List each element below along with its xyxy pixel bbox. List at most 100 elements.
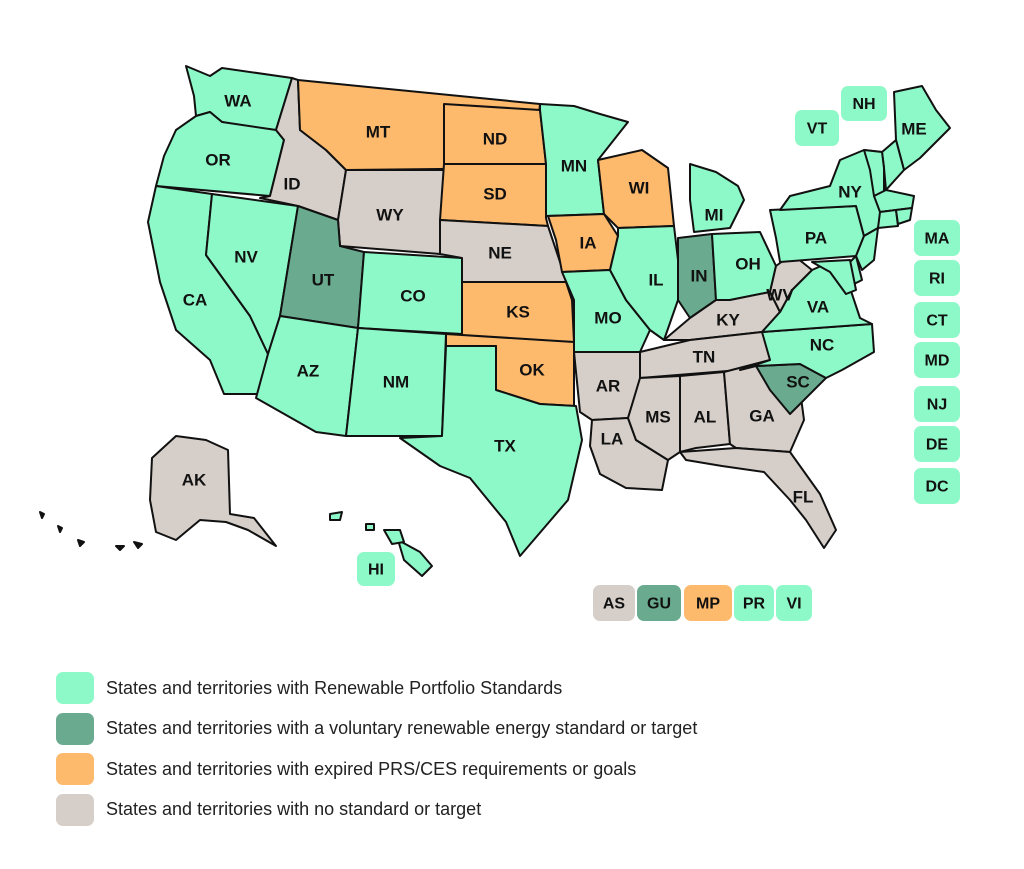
legend-swatch-voluntary <box>56 712 94 745</box>
state-label-pa: PA <box>805 229 827 248</box>
state-label-oh: OH <box>735 255 761 274</box>
island-7 <box>133 541 143 549</box>
state-label-wv: WV <box>766 286 794 305</box>
territory-pr[interactable]: PR <box>734 585 774 621</box>
legend-label-none: States and territories with no standard … <box>106 799 482 819</box>
state-nc[interactable] <box>739 323 875 379</box>
callout-de[interactable]: DE <box>914 426 960 462</box>
callout-label-de: DE <box>926 437 949 454</box>
territory-label-mp: MP <box>696 596 720 613</box>
legend-swatch-expired <box>56 753 94 785</box>
state-label-va: VA <box>807 298 829 317</box>
territory-vi[interactable]: VI <box>776 585 812 621</box>
state-label-co: CO <box>400 287 426 306</box>
callout-label-hi: HI <box>368 562 384 579</box>
state-label-ok: OK <box>519 361 545 380</box>
state-connecticut[interactable] <box>877 209 899 229</box>
state-label-tn: TN <box>693 348 716 367</box>
callout-ma[interactable]: MA <box>914 220 960 256</box>
island-3 <box>39 511 45 519</box>
callout-ct[interactable]: CT <box>914 302 960 338</box>
callout-box-vt <box>795 110 839 146</box>
state-sd[interactable] <box>439 163 549 227</box>
callout-md[interactable]: MD <box>914 342 960 378</box>
state-label-me: ME <box>901 120 927 139</box>
territory-box-mp <box>684 585 732 621</box>
callout-vt[interactable]: VT <box>795 110 839 146</box>
callout-label-md: MD <box>925 353 950 370</box>
territory-label-as: AS <box>603 596 626 613</box>
callout-box-de <box>914 426 960 462</box>
island-0 <box>329 511 343 521</box>
state-label-ar: AR <box>596 377 621 396</box>
state-label-or: OR <box>205 151 231 170</box>
territory-box-as <box>593 585 635 621</box>
callout-box-hi <box>357 552 395 586</box>
state-new-jersey[interactable] <box>855 227 879 271</box>
island-4 <box>57 525 63 533</box>
legend-label-rps: States and territories with Renewable Po… <box>106 677 563 698</box>
state-label-ms: MS <box>645 408 671 427</box>
state-ak[interactable] <box>149 435 277 547</box>
state-label-ga: GA <box>749 407 775 426</box>
state-fl[interactable] <box>679 447 837 549</box>
legend-swatch-none <box>56 793 94 826</box>
territory-as[interactable]: AS <box>593 585 635 621</box>
callout-box-ri <box>914 260 960 296</box>
territory-label-vi: VI <box>786 596 801 613</box>
state-wv[interactable] <box>769 253 813 313</box>
state-label-wa: WA <box>224 92 251 111</box>
callout-box-nh <box>841 86 887 121</box>
state-label-ky: KY <box>716 311 740 330</box>
callout-nh[interactable]: NH <box>841 86 887 121</box>
state-maryland[interactable] <box>811 259 857 295</box>
state-massachusetts[interactable] <box>873 189 915 213</box>
state-label-il: IL <box>648 271 663 290</box>
state-hawaii[interactable] <box>397 539 433 577</box>
territory-label-gu: GU <box>647 596 671 613</box>
callout-hi[interactable]: HI <box>357 552 395 586</box>
state-rhode-island[interactable] <box>895 207 913 225</box>
callout-label-nj: NJ <box>927 397 947 414</box>
state-or[interactable] <box>155 111 285 197</box>
legend-label-expired: States and territories with expired PRS/… <box>106 758 637 779</box>
callout-label-nh: NH <box>852 96 875 113</box>
state-label-mn: MN <box>561 157 587 176</box>
state-label-fl: FL <box>793 488 814 507</box>
callout-label-vt: VT <box>807 121 828 138</box>
state-label-in: IN <box>691 267 708 286</box>
state-mi[interactable] <box>689 163 745 233</box>
callout-dc[interactable]: DC <box>914 468 960 504</box>
state-label-nm: NM <box>383 373 409 392</box>
state-label-sc: SC <box>786 373 810 392</box>
island-1 <box>365 523 375 531</box>
callout-ri[interactable]: RI <box>914 260 960 296</box>
state-label-nc: NC <box>810 336 835 355</box>
legend-item-expired: States and territories with expired PRS/… <box>56 753 697 785</box>
state-label-ak: AK <box>182 471 207 490</box>
state-wy[interactable] <box>337 169 445 255</box>
territory-mp[interactable]: MP <box>684 585 732 621</box>
state-label-sd: SD <box>483 185 507 204</box>
state-al[interactable] <box>679 371 731 453</box>
callout-box-nj <box>914 386 960 422</box>
legend-item-rps: States and territories with Renewable Po… <box>56 672 697 704</box>
callout-box-ct <box>914 302 960 338</box>
island-2 <box>383 529 405 545</box>
state-label-tx: TX <box>494 437 516 456</box>
state-tx[interactable] <box>399 345 583 557</box>
state-label-wy: WY <box>376 206 404 225</box>
legend-item-voluntary: States and territories with a voluntary … <box>56 712 697 745</box>
legend: States and territories with Renewable Po… <box>56 672 697 834</box>
state-il[interactable] <box>609 225 679 341</box>
callout-nj[interactable]: NJ <box>914 386 960 422</box>
territory-box-pr <box>734 585 774 621</box>
state-shapes <box>39 65 951 577</box>
callout-label-ri: RI <box>929 271 945 288</box>
territory-label-pr: PR <box>743 596 766 613</box>
state-label-ca: CA <box>183 291 208 310</box>
callout-box-md <box>914 342 960 378</box>
territory-gu[interactable]: GU <box>637 585 681 621</box>
state-label-mt: MT <box>366 123 391 142</box>
